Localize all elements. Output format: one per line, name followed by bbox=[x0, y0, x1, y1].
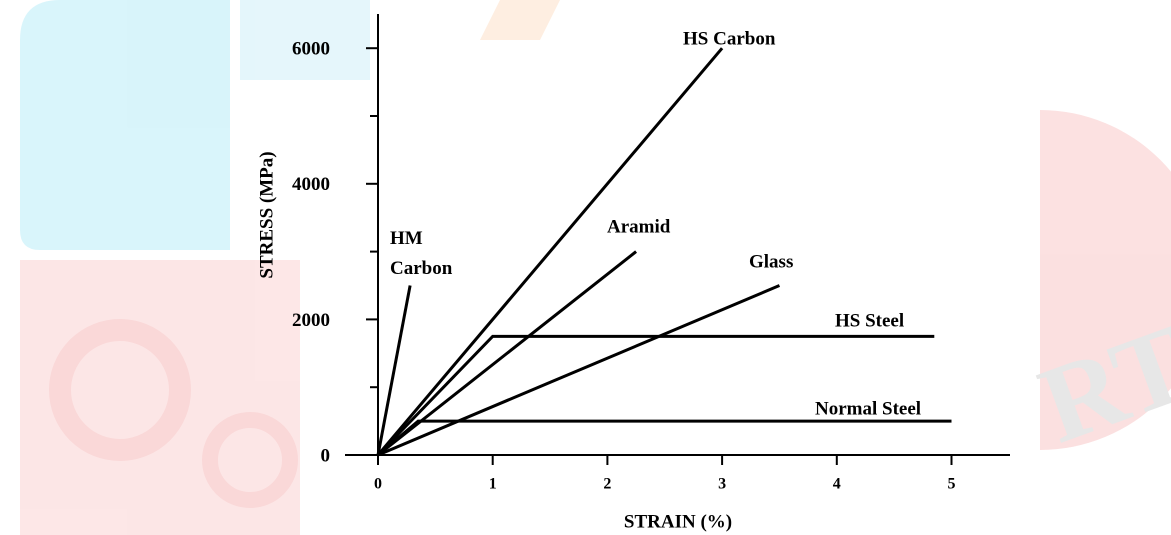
y-tick-label: 4000 bbox=[292, 174, 330, 195]
y-tick-label: 0 bbox=[321, 445, 331, 466]
x-tick-label: 1 bbox=[489, 476, 497, 493]
series-label: HM Carbon bbox=[390, 224, 460, 284]
chart: RT STRAIN (%) STRESS (MPa) 0200040006000… bbox=[0, 0, 1171, 535]
x-axis-title: STRAIN (%) bbox=[624, 511, 732, 532]
x-tick-label: 5 bbox=[948, 476, 956, 493]
series-label: Normal Steel bbox=[815, 398, 921, 419]
series-label: HS Carbon bbox=[683, 28, 776, 49]
series-label: Glass bbox=[749, 251, 793, 272]
series-label: HS Steel bbox=[835, 310, 904, 331]
series-line bbox=[378, 286, 779, 456]
series-line bbox=[378, 286, 410, 456]
page: RT STRAIN (%) STRESS (MPa) 0200040006000… bbox=[0, 0, 1171, 535]
series-label: Aramid bbox=[607, 216, 671, 237]
y-tick-label: 6000 bbox=[292, 39, 330, 60]
y-tick-label: 2000 bbox=[292, 310, 330, 331]
x-tick-label: 4 bbox=[833, 476, 841, 493]
series-line bbox=[378, 421, 952, 455]
x-tick-label: 0 bbox=[374, 476, 382, 493]
y-axis-title: STRESS (MPa) bbox=[256, 151, 277, 278]
x-tick-label: 3 bbox=[718, 476, 726, 493]
x-tick-label: 2 bbox=[603, 476, 611, 493]
